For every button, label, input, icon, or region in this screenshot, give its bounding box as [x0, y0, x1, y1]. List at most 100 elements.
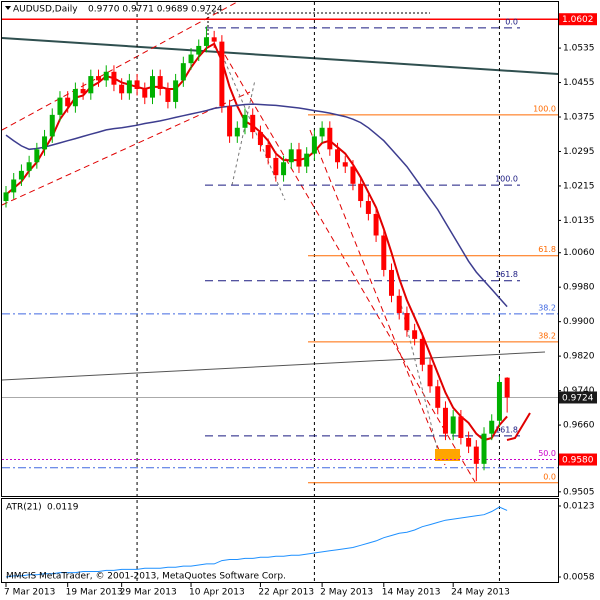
candle-body [335, 149, 341, 163]
level-label: 100.0 [495, 175, 518, 184]
candle-body [34, 149, 40, 163]
candle-body [435, 386, 441, 408]
trend-line [1, 37, 559, 75]
atr-title: ATR(21) [6, 503, 42, 513]
channel-line [224, 54, 476, 483]
menu-icon[interactable] [5, 6, 11, 10]
level-label: 100.0 [533, 104, 556, 113]
candle-body [342, 162, 348, 167]
x-tick-label: 22 Apr 2013 [258, 588, 314, 598]
y-tick-label: 1.0135 [563, 216, 595, 226]
y-tick-label: 0.9505 [563, 487, 595, 497]
candle-body [142, 89, 148, 98]
chart-title: AUDUSD,Daily [13, 5, 78, 15]
level-label: 38.2 [538, 303, 556, 312]
candle-body [404, 313, 410, 331]
y-tick-label: 1.0215 [563, 181, 595, 191]
candle-body [180, 63, 186, 81]
y-tick-label: 0.9740 [563, 386, 595, 396]
candle-body [203, 37, 209, 46]
x-tick-label: 10 Apr 2013 [189, 588, 245, 598]
candle-body [365, 201, 371, 214]
level-label: 0.0 [543, 472, 556, 481]
candle-body [381, 235, 387, 270]
candle-body [119, 84, 125, 94]
level-label: 50.0 [538, 449, 556, 458]
atr-value: 0.0119 [47, 503, 79, 513]
y-tick-label: 1.0375 [563, 113, 595, 123]
candle-body [242, 114, 248, 128]
zone [435, 449, 460, 461]
y-tick-label: 1.0455 [563, 78, 595, 88]
candle-body [196, 45, 202, 55]
drawings [1, 1, 559, 483]
candle-body [188, 54, 194, 64]
candle-body [288, 149, 294, 163]
candle-body [319, 127, 325, 137]
candle-body [257, 132, 263, 146]
price-tag [559, 453, 597, 466]
candle-body [265, 145, 271, 158]
ma-projection [506, 412, 531, 441]
candle-body [149, 76, 155, 98]
candle-body [427, 364, 433, 387]
candle-body [26, 162, 32, 171]
candle-body [281, 162, 287, 176]
moving-average [5, 103, 508, 308]
candle-body [496, 381, 502, 421]
candle-body [227, 106, 233, 137]
candle-body [419, 338, 425, 365]
price-tag [559, 13, 597, 26]
y-tick-label: 1.0295 [563, 147, 595, 157]
y-tick-label: 0.9660 [563, 421, 595, 431]
candle-body [311, 136, 317, 154]
candle-body [57, 97, 63, 115]
price-tag-label: 0.9580 [562, 456, 594, 466]
channel-line [309, 129, 446, 466]
candle-body [88, 76, 94, 94]
candle-body [481, 433, 487, 464]
candle-body [80, 89, 86, 94]
price-tag-label: 0.9724 [562, 393, 594, 403]
candle-body [373, 213, 379, 236]
candle-body [211, 37, 217, 42]
candle-body [157, 76, 163, 90]
candle-body [389, 269, 394, 296]
candle-body [18, 170, 24, 180]
level-label: 161.8 [495, 425, 518, 434]
candle-body [350, 166, 356, 184]
level-label: 38.2 [538, 331, 556, 340]
candle-body [412, 330, 418, 339]
candle-body [65, 97, 71, 107]
candle-body [49, 114, 55, 137]
x-tick-label: 29 Mar 2013 [120, 588, 177, 598]
candle-body [219, 41, 225, 107]
candle-body [11, 179, 17, 193]
candle-body [103, 71, 109, 81]
candle-body [304, 153, 310, 167]
candle-body [111, 71, 117, 85]
ohlc-label: 0.9770 0.9771 0.9689 0.9724 [88, 5, 223, 15]
candle-body [72, 89, 78, 107]
candle-body [489, 420, 495, 434]
trend-line [1, 351, 546, 381]
candle-body [327, 127, 333, 150]
y-tick-label: 0.9820 [563, 352, 595, 362]
candle-body [96, 76, 102, 81]
candle-body [134, 80, 140, 90]
atr-panel [1, 498, 559, 583]
level-label: 0.0 [505, 17, 518, 26]
atr-line [5, 506, 508, 578]
candle-body [358, 183, 364, 202]
candle-body [273, 157, 279, 176]
level-label: 61.8 [538, 245, 556, 254]
channel-line [1, 91, 251, 206]
y-tick-label: 1.0060 [563, 248, 595, 258]
y-tick-label: 0.9900 [563, 317, 595, 327]
price-tag-label: 1.0602 [562, 15, 594, 25]
candle-body [3, 192, 9, 202]
candle-body [173, 80, 179, 102]
main-panel [1, 1, 559, 497]
candle-body [458, 416, 464, 438]
